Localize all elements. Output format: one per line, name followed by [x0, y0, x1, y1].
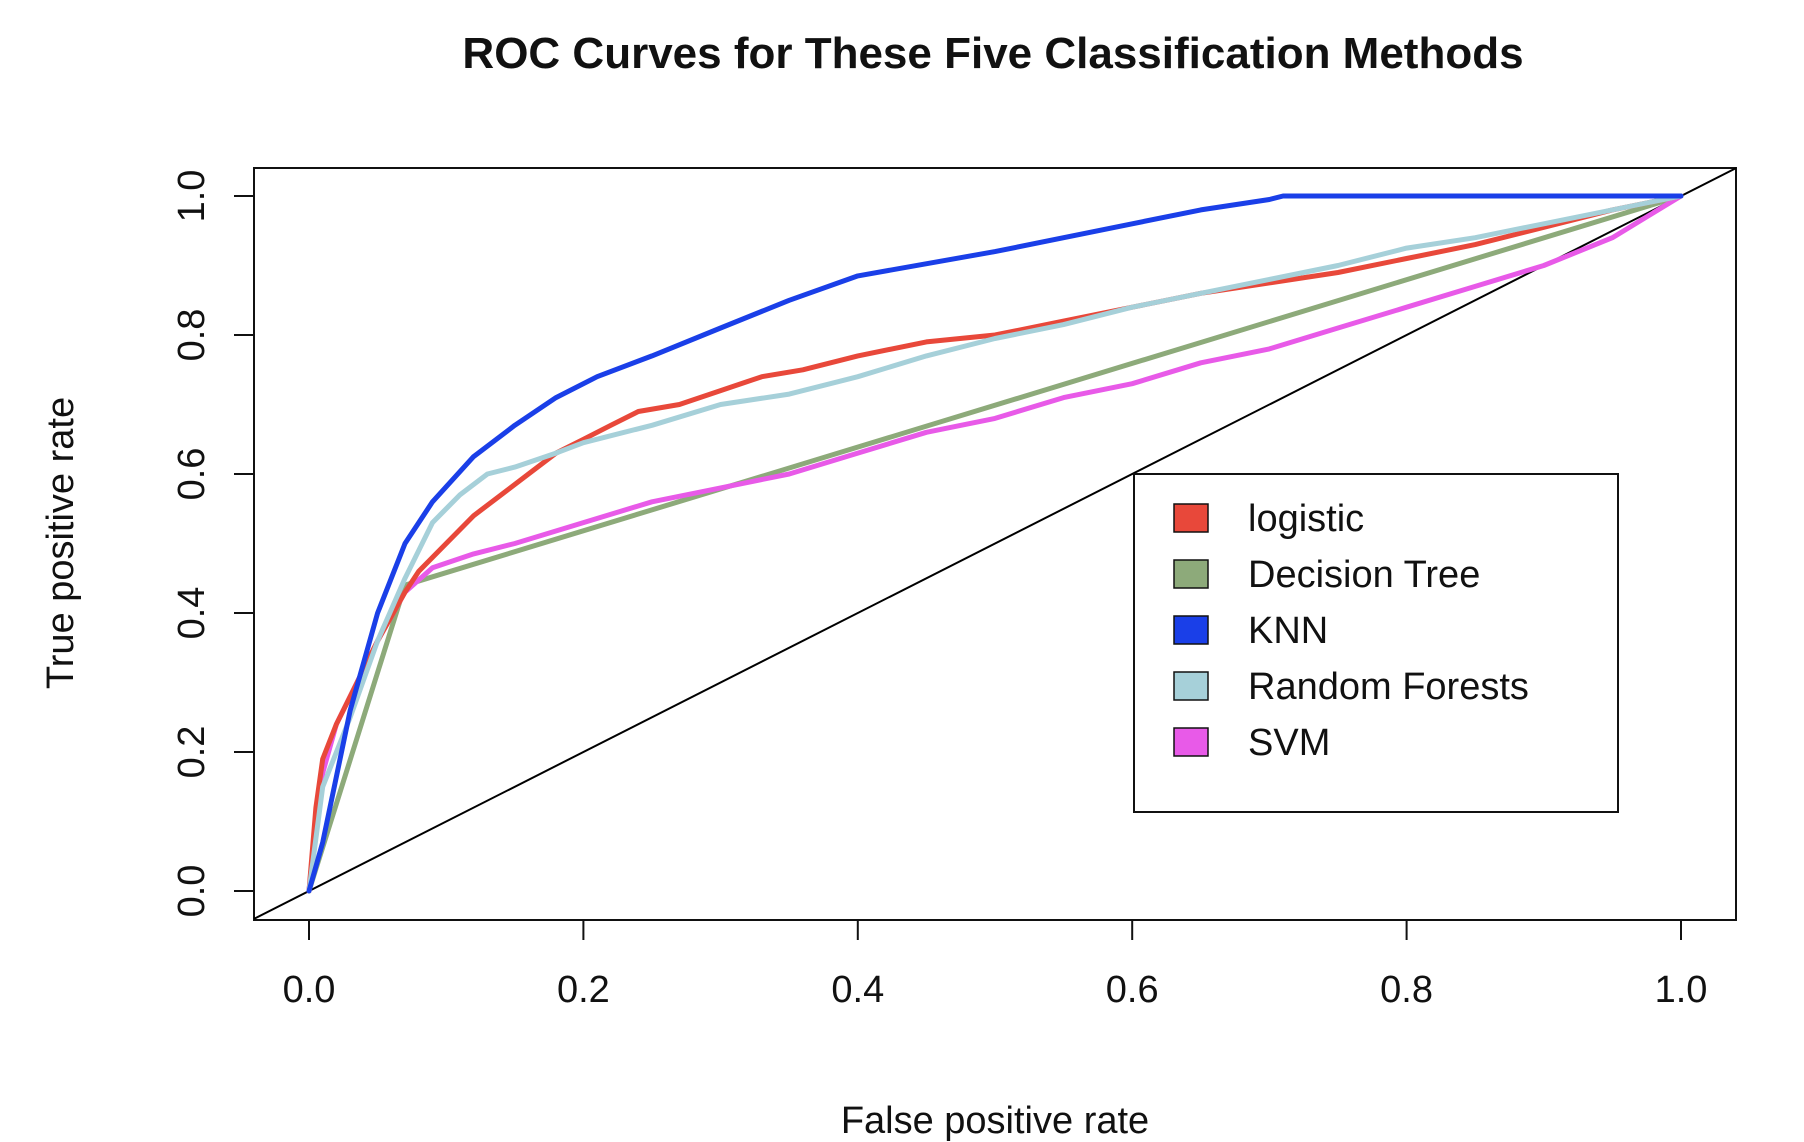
- plot-frame: [253, 167, 1737, 921]
- y-tick-label: 1.0: [171, 170, 213, 223]
- series-line-decision-tree: [306, 193, 1684, 894]
- series-group: [306, 193, 1684, 894]
- legend-swatch: [1173, 671, 1209, 701]
- legend-items: logistic Decision Tree KNN Random Forests SV…: [1173, 498, 1529, 764]
- legend-label: SVM: [1248, 722, 1330, 764]
- x-tick-label: 0.6: [1106, 969, 1159, 1011]
- legend-label: logistic: [1248, 498, 1364, 540]
- legend-box: [1133, 473, 1619, 813]
- series-line-logistic: [306, 193, 1684, 894]
- x-axis-ticks: 0.0 0.2 0.4 0.6 0.8 1.0: [283, 920, 1708, 1011]
- legend: logistic Decision Tree KNN Random Forests SV…: [1133, 473, 1619, 813]
- series-line-knn: [306, 193, 1684, 894]
- y-tick-label: 0.6: [171, 448, 213, 501]
- y-tick-label: 0.0: [171, 865, 213, 918]
- legend-label: Decision Tree: [1248, 554, 1480, 596]
- y-tick-label: 0.8: [171, 309, 213, 362]
- x-axis-label: False positive rate: [841, 1100, 1149, 1142]
- x-tick-label: 1.0: [1655, 969, 1708, 1011]
- legend-swatch: [1173, 615, 1209, 645]
- series-line-random-forests: [306, 193, 1684, 894]
- y-axis-ticks: 0.0 0.2 0.4 0.6 0.8 1.0: [171, 170, 254, 918]
- reference-line-group: [253, 167, 1737, 920]
- legend-swatch: [1173, 727, 1209, 757]
- x-tick-label: 0.2: [557, 969, 610, 1011]
- legend-swatch: [1173, 503, 1209, 533]
- y-tick-label: 0.2: [171, 726, 213, 779]
- legend-label: KNN: [1248, 610, 1328, 652]
- legend-label: Random Forests: [1248, 666, 1529, 708]
- y-tick-label: 0.4: [171, 587, 213, 640]
- chart-title: ROC Curves for These Five Classification…: [462, 29, 1523, 78]
- legend-swatch: [1173, 559, 1209, 589]
- x-tick-label: 0.4: [831, 969, 884, 1011]
- y-axis-label: True positive rate: [40, 397, 82, 689]
- reference-diagonal-line: [253, 167, 1737, 920]
- x-tick-label: 0.0: [283, 969, 336, 1011]
- x-tick-label: 0.8: [1380, 969, 1433, 1011]
